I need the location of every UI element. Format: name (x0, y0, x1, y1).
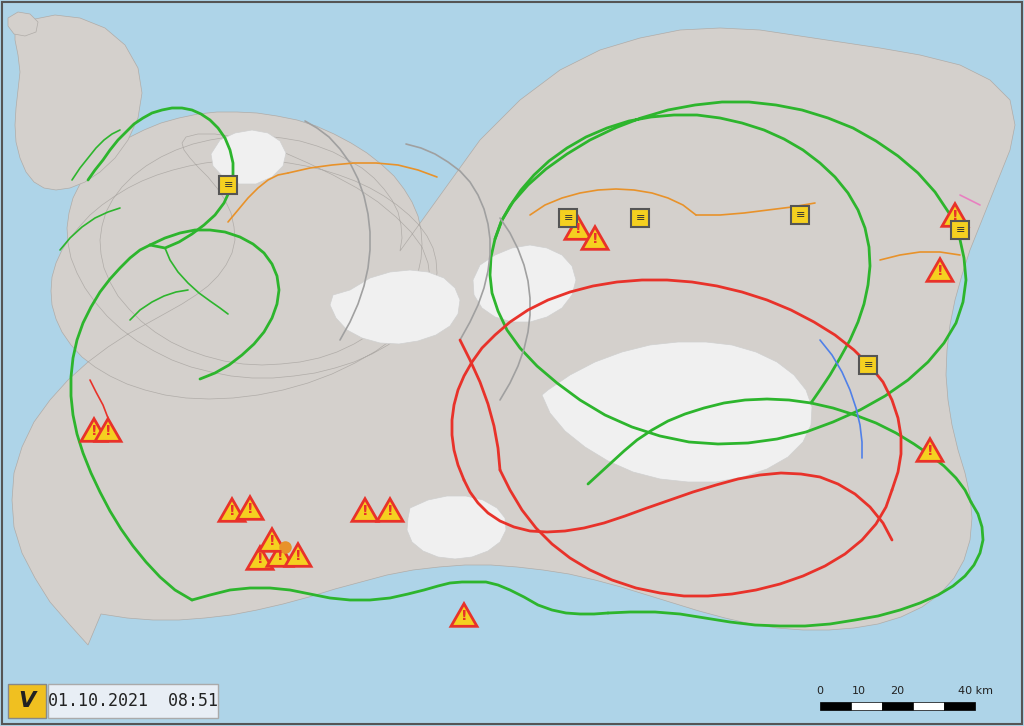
Text: !: ! (268, 534, 275, 548)
Bar (882, 702, 913, 710)
FancyBboxPatch shape (48, 684, 218, 718)
Polygon shape (942, 204, 968, 227)
Polygon shape (12, 28, 1015, 645)
Text: !: ! (257, 552, 263, 566)
Text: ≡: ≡ (863, 360, 872, 370)
Polygon shape (927, 258, 953, 281)
Polygon shape (8, 12, 38, 36)
FancyBboxPatch shape (631, 209, 649, 227)
Text: !: ! (228, 505, 236, 518)
Polygon shape (285, 544, 311, 566)
Polygon shape (451, 604, 477, 627)
Text: ≡: ≡ (223, 180, 232, 190)
Polygon shape (582, 227, 608, 249)
Polygon shape (267, 544, 293, 566)
Bar (851, 702, 882, 710)
Polygon shape (15, 15, 142, 190)
Text: !: ! (927, 444, 933, 458)
Text: 01.10.2021  08:51: 01.10.2021 08:51 (48, 692, 218, 710)
Polygon shape (247, 547, 273, 569)
Polygon shape (565, 216, 591, 240)
FancyBboxPatch shape (859, 356, 877, 374)
Text: !: ! (104, 424, 112, 439)
Text: 0: 0 (816, 686, 823, 696)
Text: !: ! (461, 609, 467, 624)
FancyBboxPatch shape (8, 684, 46, 718)
Text: !: ! (247, 502, 253, 516)
Text: 40 km: 40 km (957, 686, 992, 696)
Text: !: ! (361, 505, 369, 518)
Polygon shape (211, 130, 286, 184)
Polygon shape (377, 499, 403, 521)
Text: !: ! (592, 232, 598, 246)
Text: ≡: ≡ (563, 213, 572, 223)
FancyBboxPatch shape (951, 221, 969, 239)
Text: !: ! (295, 550, 301, 563)
Text: 20: 20 (891, 686, 904, 696)
Text: ≡: ≡ (955, 225, 965, 235)
Polygon shape (330, 270, 460, 344)
Text: ≡: ≡ (796, 210, 805, 220)
Text: !: ! (91, 424, 97, 439)
Bar (820, 702, 851, 710)
Polygon shape (237, 497, 263, 519)
Polygon shape (407, 496, 506, 559)
Text: !: ! (574, 222, 582, 236)
Polygon shape (352, 499, 378, 521)
Polygon shape (259, 529, 285, 551)
FancyBboxPatch shape (791, 206, 809, 224)
Text: !: ! (951, 209, 958, 224)
Text: !: ! (937, 264, 943, 278)
Polygon shape (473, 245, 575, 322)
Text: 10: 10 (852, 686, 865, 696)
FancyBboxPatch shape (219, 176, 237, 194)
Polygon shape (918, 439, 943, 461)
Text: !: ! (276, 550, 284, 563)
Bar (913, 702, 944, 710)
Text: ≡: ≡ (635, 213, 645, 223)
Bar (944, 702, 975, 710)
Polygon shape (219, 499, 245, 521)
Polygon shape (542, 342, 812, 482)
Polygon shape (81, 419, 106, 441)
Text: !: ! (387, 505, 393, 518)
Text: V: V (18, 691, 36, 711)
Polygon shape (95, 419, 121, 441)
FancyBboxPatch shape (559, 209, 577, 227)
